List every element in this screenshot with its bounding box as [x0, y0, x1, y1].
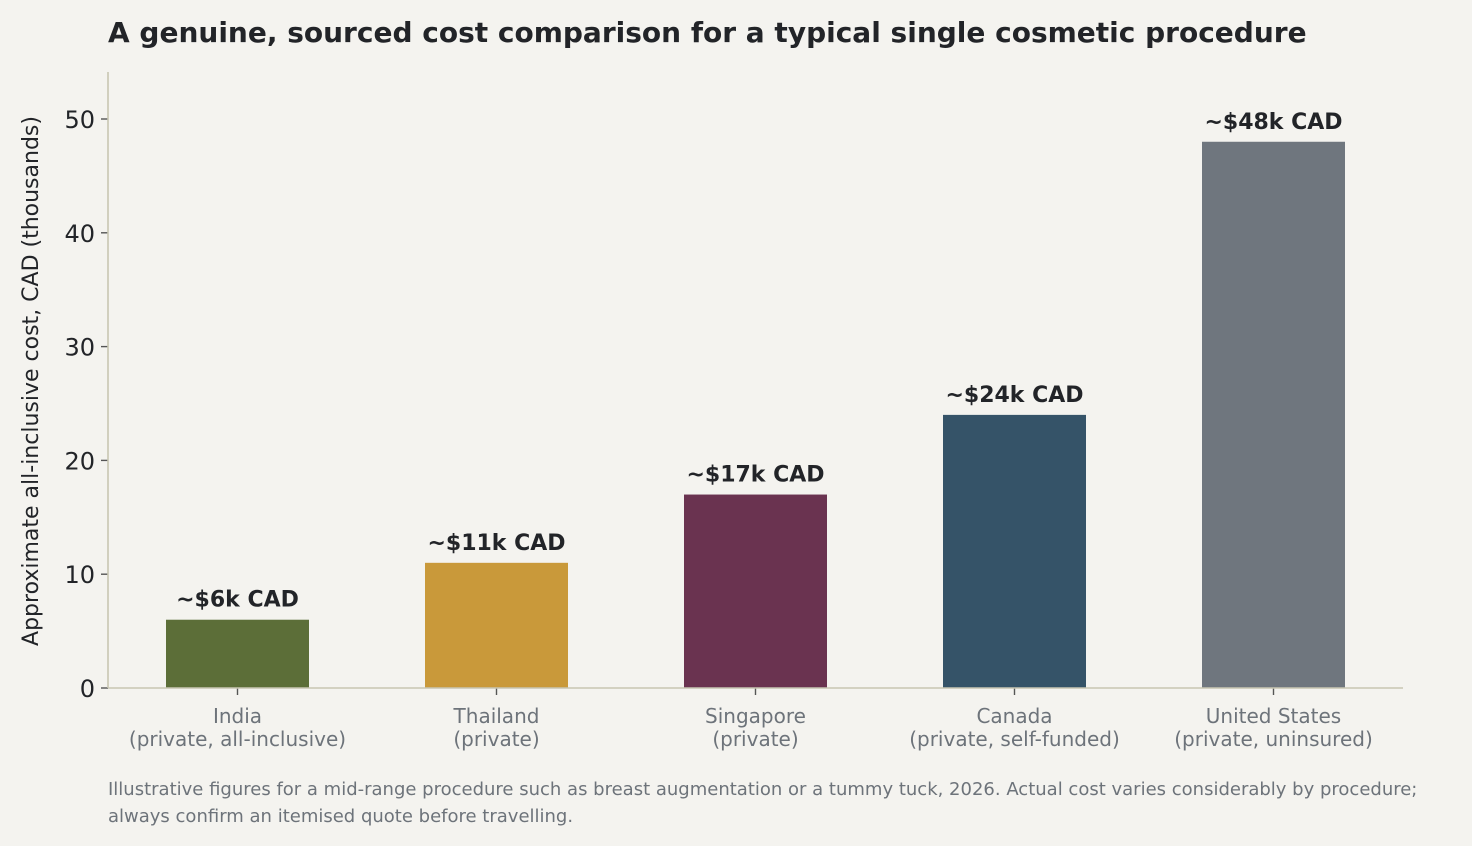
y-axis-label: Approximate all-inclusive cost, CAD (tho… — [19, 116, 44, 646]
x-tick-label: Thailand (private) — [453, 704, 540, 751]
chart-title: A genuine, sourced cost comparison for a… — [108, 16, 1307, 49]
bar-value-label: ~$48k CAD — [1204, 110, 1342, 135]
bar — [425, 562, 568, 688]
bar-value-label: ~$6k CAD — [176, 588, 299, 613]
bar — [166, 619, 309, 688]
x-axis-ticks: India (private, all-inclusive) Thailand (pr… — [129, 688, 1373, 751]
bar — [1202, 141, 1345, 688]
x-tick-label: Canada (private, self-funded) — [909, 704, 1120, 751]
bar — [684, 494, 827, 688]
y-tick-label: 30 — [64, 334, 95, 362]
y-tick-label: 10 — [64, 561, 95, 589]
bar-data-labels: ~$6k CAD ~$11k CAD ~$17k CAD ~$24k CAD ~$48k… — [176, 110, 1342, 613]
chart-footnote: Illustrative figures for a mid-range pro… — [108, 779, 1418, 827]
bar-value-label: ~$17k CAD — [686, 463, 824, 488]
bars-group — [166, 141, 1345, 688]
x-tick-label: Singapore (private) — [705, 704, 806, 751]
bar-value-label: ~$24k CAD — [945, 383, 1083, 408]
x-tick-label: India (private, all-inclusive) — [129, 704, 346, 751]
y-tick-label: 40 — [64, 220, 95, 248]
x-tick-label: United States (private, uninsured) — [1174, 704, 1373, 751]
bar — [943, 414, 1086, 688]
bar-value-label: ~$11k CAD — [427, 531, 565, 556]
y-axis-ticks: 0 10 20 30 40 50 — [64, 106, 108, 703]
y-tick-label: 50 — [64, 106, 95, 134]
y-tick-label: 0 — [80, 675, 95, 703]
y-tick-label: 20 — [64, 447, 95, 475]
